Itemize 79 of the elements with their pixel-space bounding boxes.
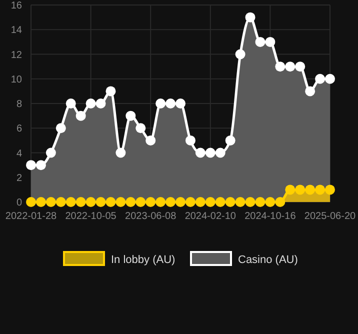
point <box>136 197 146 207</box>
y-tick-label: 2 <box>16 172 22 184</box>
x-tick-label: 2022-10-05 <box>65 211 117 222</box>
point <box>265 197 276 207</box>
point <box>315 184 326 195</box>
y-tick-label: 8 <box>16 99 22 110</box>
y-tick-label: 16 <box>10 0 22 12</box>
y-tick-label: 0 <box>16 198 22 208</box>
point <box>235 197 246 207</box>
point <box>275 62 286 72</box>
point <box>116 148 126 158</box>
point <box>235 49 246 60</box>
legend-label: In lobby (AU) <box>111 254 176 266</box>
point <box>96 197 106 207</box>
point <box>156 197 166 207</box>
point <box>156 98 166 108</box>
y-tick-label: 4 <box>16 148 22 160</box>
point <box>56 197 66 207</box>
y-tick-label: 14 <box>10 25 22 36</box>
y-tick-label: 10 <box>10 74 22 86</box>
point <box>176 98 186 108</box>
x-tick-label: 2024-10-16 <box>244 211 296 222</box>
point <box>146 197 156 207</box>
point <box>76 197 86 207</box>
point <box>215 197 226 207</box>
point <box>275 197 286 207</box>
point <box>185 197 196 207</box>
point <box>305 184 316 195</box>
point <box>166 197 176 207</box>
point <box>46 197 56 207</box>
point <box>265 36 276 47</box>
point <box>285 62 296 72</box>
point <box>96 98 106 108</box>
point <box>106 86 116 96</box>
point <box>66 98 76 108</box>
point <box>325 184 335 195</box>
point <box>106 197 116 207</box>
point <box>325 74 335 84</box>
point <box>56 123 66 134</box>
x-tick-label: 2025-06-20 <box>304 211 356 222</box>
point <box>185 135 196 146</box>
point <box>26 197 36 207</box>
point <box>146 135 156 146</box>
point <box>225 197 236 207</box>
legend-label: Casino (AU) <box>238 254 298 266</box>
point <box>26 160 36 170</box>
point <box>46 148 56 158</box>
point <box>225 135 236 146</box>
point <box>285 184 296 195</box>
point <box>36 197 46 207</box>
x-tick-label: 2024-02-10 <box>184 211 236 222</box>
point <box>195 148 206 158</box>
y-tick-label: 12 <box>10 50 22 61</box>
point <box>195 197 206 207</box>
point <box>245 197 256 207</box>
point <box>205 148 216 158</box>
point <box>176 197 186 207</box>
point <box>166 98 176 108</box>
point <box>215 148 226 158</box>
point <box>255 197 266 207</box>
point <box>295 184 306 195</box>
point <box>36 160 46 170</box>
x-tick-label: 2023-06-08 <box>125 211 177 222</box>
point <box>66 197 76 207</box>
point <box>315 74 326 84</box>
point <box>136 123 146 134</box>
x-tick-label: 2022-01-28 <box>5 211 58 222</box>
point <box>255 36 266 47</box>
point <box>305 86 316 96</box>
point <box>245 12 256 22</box>
point <box>205 197 216 207</box>
point <box>76 110 86 121</box>
point <box>86 197 96 207</box>
y-tick-label: 6 <box>16 124 22 135</box>
point <box>116 197 126 207</box>
point <box>86 98 96 108</box>
point <box>295 62 306 72</box>
point <box>126 197 136 207</box>
point <box>126 110 136 121</box>
